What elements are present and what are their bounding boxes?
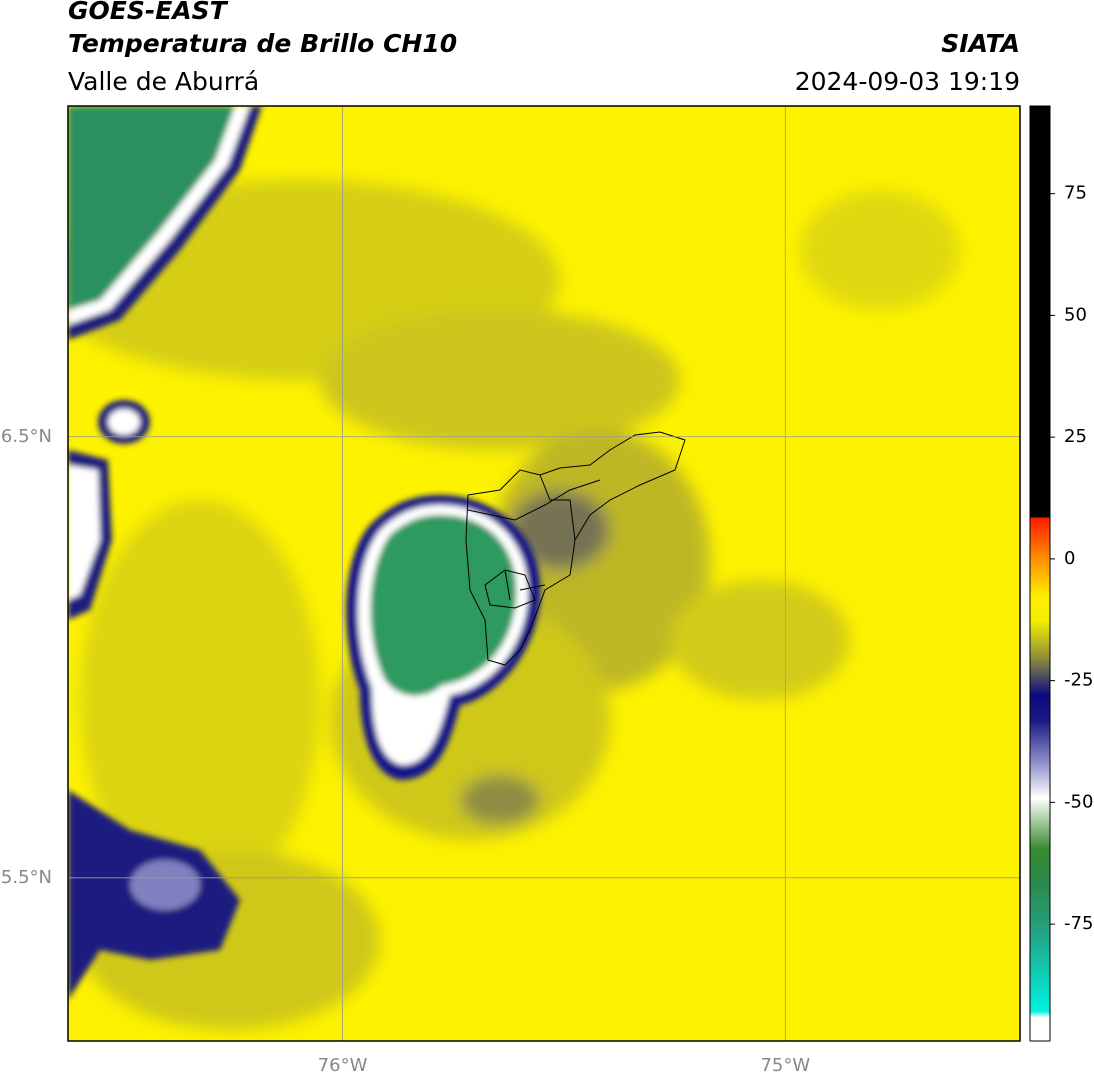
colorbar-tick-label: 25 bbox=[1064, 426, 1087, 447]
colorbar-tick-label: 50 bbox=[1064, 304, 1087, 325]
map-frame bbox=[67, 105, 1021, 1042]
subtitle: Temperatura de Brillo CH10 bbox=[68, 29, 457, 58]
colorbar-tick-label: -50 bbox=[1064, 791, 1093, 812]
x-tick-label: 76°W bbox=[318, 1055, 368, 1076]
municipal-boundaries bbox=[465, 431, 686, 666]
colorbar-tick-label: -25 bbox=[1064, 670, 1093, 691]
satellite-image bbox=[68, 106, 1020, 1041]
region: Valle de Aburrá bbox=[68, 67, 259, 96]
title: GOES-EAST bbox=[68, 0, 229, 25]
timestamp: 2024-09-03 19:19 bbox=[795, 67, 1020, 96]
colorbar-tick-label: -75 bbox=[1064, 913, 1093, 934]
colorbar-tick-label: 75 bbox=[1064, 183, 1087, 204]
y-tick-label: 6.5°N bbox=[1, 426, 52, 447]
colorbar bbox=[1029, 105, 1051, 1042]
y-tick-label: 5.5°N bbox=[1, 867, 52, 888]
colorbar-tick-label: 0 bbox=[1064, 548, 1075, 569]
source: SIATA bbox=[941, 29, 1020, 58]
x-tick-label: 75°W bbox=[760, 1055, 810, 1076]
